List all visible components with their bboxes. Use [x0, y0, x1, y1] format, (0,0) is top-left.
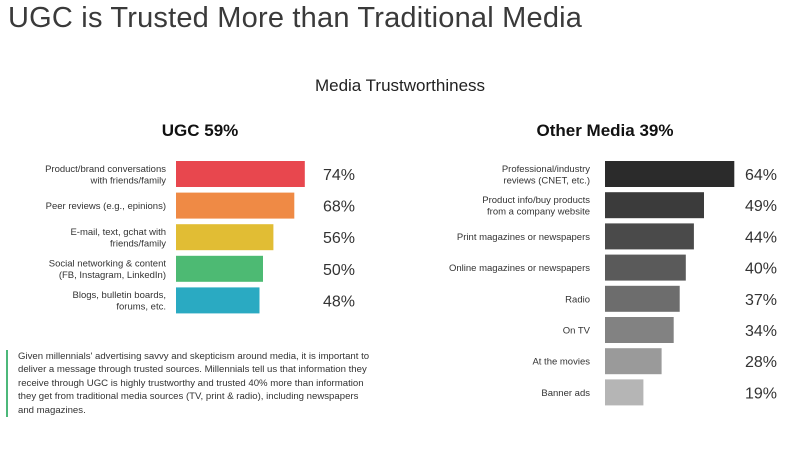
other-bar [605, 317, 674, 343]
other-value-label: 64% [745, 167, 777, 184]
ugc-value-label: 74% [323, 167, 355, 184]
other-bar [605, 223, 694, 250]
other-category-label: Online magazines or newspapers [449, 263, 590, 274]
other-bar [605, 379, 644, 406]
ugc-category-label: Product/brand conversations with friends/… [45, 164, 166, 187]
other-value-label: 49% [745, 198, 777, 215]
ugc-category-label: Peer reviews (e.g., epinions) [46, 201, 166, 212]
other-category-label: Banner ads [541, 388, 590, 399]
other-value-label: 40% [745, 261, 777, 278]
other-value-label: 28% [745, 354, 777, 371]
ugc-value-label: 48% [323, 293, 355, 310]
ugc-category-label: E-mail, text, gchat with friends/family [70, 227, 166, 250]
ugc-category-label: Social networking & content (FB, Instagra… [49, 259, 167, 282]
other-bar [605, 348, 662, 375]
other-value-label: 19% [745, 385, 777, 402]
ugc-group-title: UGC 59% [161, 121, 239, 140]
other-bar [605, 161, 735, 187]
other-category-label: Print magazines or newspapers [457, 232, 590, 243]
millennials-note: Given millennials' advertising savvy and… [6, 350, 376, 418]
ugc-value-label: 56% [323, 230, 355, 247]
ugc-value-label: 50% [323, 262, 355, 279]
other-value-label: 44% [745, 229, 777, 246]
ugc-bar [176, 255, 263, 282]
chart-subtitle: Media Trustworthiness [314, 76, 486, 95]
ugc-value-label: 68% [323, 199, 355, 216]
page-title: UGC is Trusted More than Traditional Med… [8, 2, 583, 34]
other-category-label: On TV [563, 326, 591, 337]
other-category-label: Product info/buy products from a company … [482, 195, 590, 218]
other-category-label: At the movies [532, 357, 590, 368]
other-value-label: 34% [745, 323, 777, 340]
ugc-category-label: Blogs, bulletin boards, forums, etc. [73, 290, 166, 313]
other-media-group-title: Other Media 39% [536, 121, 674, 140]
other-value-label: 37% [745, 292, 777, 309]
other-bar [605, 285, 680, 312]
other-category-label: Professional/industry reviews (CNET, etc.… [502, 164, 590, 187]
other-bar [605, 192, 704, 219]
ugc-bar [176, 224, 274, 251]
ugc-bar [176, 287, 260, 314]
ugc-bar [176, 192, 295, 219]
other-bar [605, 254, 686, 281]
other-category-label: Radio [565, 294, 590, 305]
ugc-bar [176, 161, 305, 187]
